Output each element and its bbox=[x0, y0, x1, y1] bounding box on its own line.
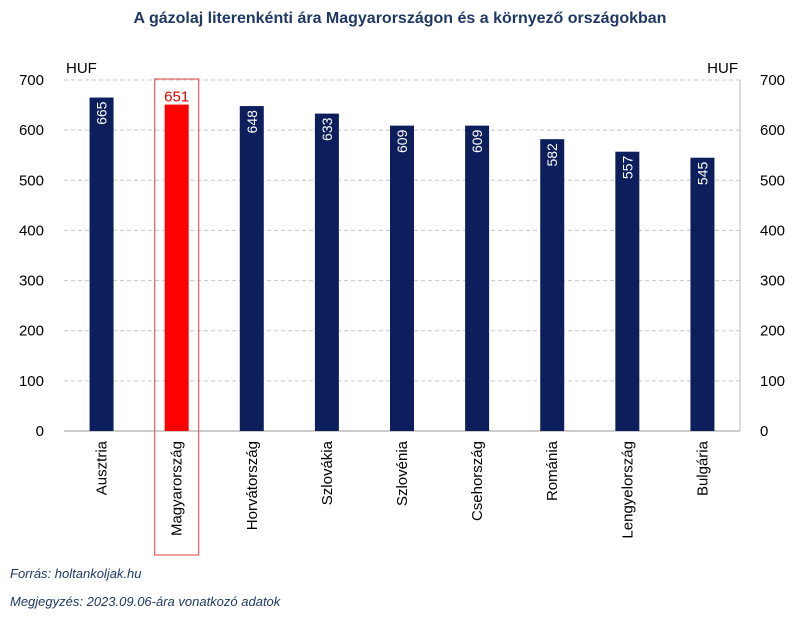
y-tick-label-right: 0 bbox=[760, 423, 768, 440]
data-label: 651 bbox=[164, 89, 189, 106]
y-unit-right: HUF bbox=[707, 60, 738, 77]
x-tick-label: Lengyelország bbox=[619, 441, 636, 539]
y-tick-label-right: 100 bbox=[760, 373, 785, 390]
data-label: 557 bbox=[619, 155, 635, 179]
data-label: 545 bbox=[694, 162, 710, 186]
x-tick-label: Szlovénia bbox=[394, 440, 411, 506]
x-tick-label: Horvátország bbox=[244, 441, 261, 530]
x-tick-label: Románia bbox=[544, 440, 561, 501]
data-label: 648 bbox=[244, 110, 260, 134]
x-tick-label: Szlovákia bbox=[319, 440, 336, 505]
y-tick-label-right: 700 bbox=[760, 72, 785, 89]
data-label: 665 bbox=[94, 101, 110, 125]
bar bbox=[89, 97, 114, 432]
y-tick-label-left: 0 bbox=[36, 423, 44, 440]
bar bbox=[540, 139, 565, 431]
remark-note: Megjegyzés: 2023.09.06-ára vonatkozó ada… bbox=[10, 594, 281, 609]
y-tick-label-right: 200 bbox=[760, 323, 785, 340]
bar bbox=[390, 125, 414, 431]
x-tick-label: Magyarország bbox=[169, 441, 186, 536]
y-tick-label-left: 300 bbox=[19, 273, 44, 290]
y-tick-label-left: 500 bbox=[19, 172, 44, 189]
data-label: 582 bbox=[544, 143, 560, 167]
y-tick-label-right: 300 bbox=[760, 273, 785, 290]
bar bbox=[314, 113, 339, 432]
bar bbox=[690, 157, 715, 431]
data-label: 609 bbox=[394, 129, 410, 153]
chart-title: A gázolaj literenkénti ára Magyarországo… bbox=[133, 10, 667, 27]
y-tick-label-left: 600 bbox=[19, 122, 44, 139]
data-label: 609 bbox=[469, 129, 485, 153]
bar-chart: 0 0 100 100 200 200 300 300 400 400 500 500 600 600 70… bbox=[19, 60, 785, 556]
bar bbox=[239, 106, 264, 432]
y-tick-label-left: 400 bbox=[19, 222, 44, 239]
y-tick-label-left: 100 bbox=[19, 373, 44, 390]
source-note: Forrás: holtankoljak.hu bbox=[10, 566, 142, 581]
y-tick-label-right: 500 bbox=[760, 172, 785, 189]
y-tick-label-right: 600 bbox=[760, 122, 785, 139]
x-tick-label: Bulgária bbox=[694, 440, 711, 496]
data-label: 633 bbox=[319, 117, 335, 141]
bar bbox=[615, 151, 640, 431]
x-tick-label: Csehország bbox=[469, 441, 486, 521]
bar bbox=[164, 104, 189, 431]
y-tick-label-left: 200 bbox=[19, 323, 44, 340]
y-unit-left: HUF bbox=[66, 60, 97, 77]
highlight-frame bbox=[154, 78, 200, 556]
x-tick-label: Ausztria bbox=[94, 440, 111, 495]
y-tick-label-right: 400 bbox=[760, 222, 785, 239]
y-tick-label-left: 700 bbox=[19, 72, 44, 89]
bar bbox=[465, 125, 490, 431]
